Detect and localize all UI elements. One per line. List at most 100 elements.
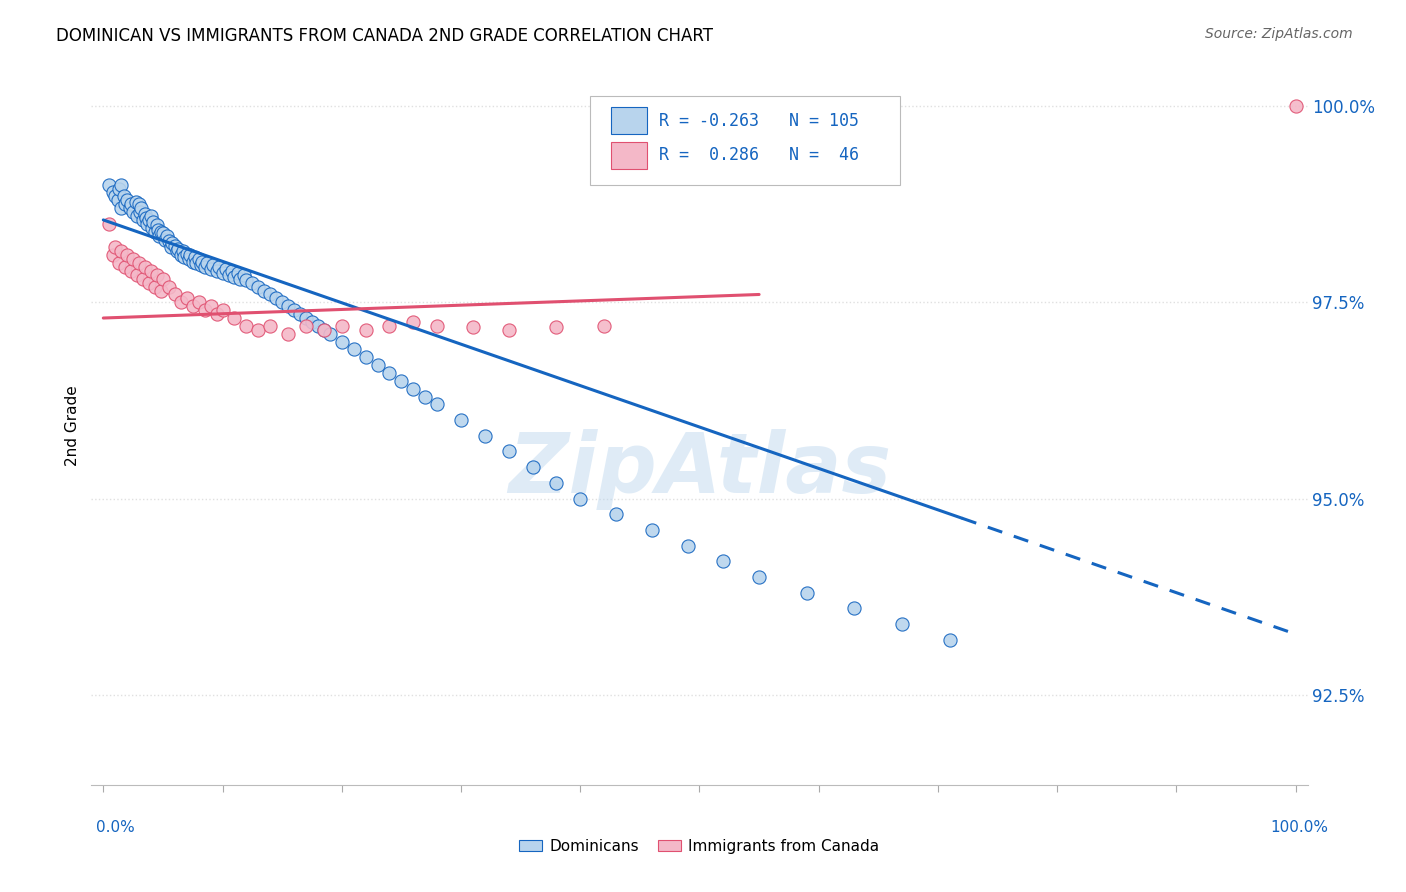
Point: [179, 248, 201, 262]
Point: [240, 276, 263, 290]
Point: [1285, 99, 1308, 113]
Point: [201, 258, 224, 272]
Point: [112, 189, 135, 203]
FancyBboxPatch shape: [591, 95, 900, 186]
Point: [110, 201, 132, 215]
Point: [170, 295, 193, 310]
Point: [114, 260, 136, 274]
Point: [522, 460, 544, 475]
Point: [138, 276, 160, 290]
Point: [277, 326, 299, 341]
Point: [128, 197, 150, 211]
Point: [343, 343, 366, 357]
Point: [143, 279, 166, 293]
Point: [176, 292, 198, 306]
Point: [120, 197, 142, 211]
Point: [149, 284, 172, 298]
Point: [378, 366, 401, 380]
Point: [163, 239, 186, 253]
Point: [136, 217, 159, 231]
Point: [224, 311, 246, 326]
Point: [125, 268, 148, 282]
Point: [155, 233, 177, 247]
Point: [711, 554, 734, 568]
Point: [330, 318, 353, 333]
Point: [367, 358, 389, 372]
Point: [235, 318, 257, 333]
Point: [118, 201, 141, 215]
Point: [247, 279, 270, 293]
Point: [108, 181, 131, 195]
Point: [181, 299, 204, 313]
Point: [115, 194, 138, 208]
Point: [173, 250, 195, 264]
Point: [259, 287, 281, 301]
Point: [184, 250, 207, 264]
Point: [187, 295, 209, 310]
Point: [98, 178, 121, 192]
Point: [211, 266, 233, 280]
Point: [146, 223, 169, 237]
Point: [235, 273, 257, 287]
Point: [205, 264, 228, 278]
Legend: Dominicans, Immigrants from Canada: Dominicans, Immigrants from Canada: [513, 832, 886, 860]
Point: [146, 268, 169, 282]
Point: [101, 248, 124, 262]
Point: [141, 220, 163, 235]
Point: [187, 252, 209, 267]
Point: [426, 397, 449, 411]
Point: [181, 254, 204, 268]
Point: [215, 262, 238, 277]
Text: Source: ZipAtlas.com: Source: ZipAtlas.com: [1205, 27, 1353, 41]
Point: [307, 318, 329, 333]
Text: R = -0.263   N = 105: R = -0.263 N = 105: [659, 112, 859, 129]
Point: [939, 632, 962, 647]
Point: [194, 303, 217, 318]
Point: [546, 320, 568, 334]
Point: [205, 307, 228, 321]
Point: [546, 475, 568, 490]
Point: [160, 240, 183, 254]
Point: [142, 215, 165, 229]
Text: 100.0%: 100.0%: [1271, 821, 1329, 835]
Point: [155, 228, 177, 243]
Point: [605, 507, 627, 521]
Point: [101, 186, 124, 200]
Point: [301, 315, 323, 329]
Point: [107, 194, 129, 208]
Text: ZipAtlas: ZipAtlas: [508, 428, 891, 509]
Point: [748, 570, 770, 584]
Point: [108, 256, 131, 270]
Point: [271, 295, 294, 310]
Point: [247, 323, 270, 337]
Point: [498, 444, 520, 458]
Point: [143, 225, 166, 239]
Point: [124, 194, 146, 209]
Point: [131, 272, 153, 286]
Point: [139, 209, 162, 223]
Point: [186, 256, 208, 270]
Point: [264, 292, 287, 306]
Point: [104, 189, 127, 203]
Point: [148, 228, 170, 243]
Point: [128, 256, 150, 270]
Point: [259, 318, 281, 333]
Point: [474, 428, 496, 442]
Point: [157, 234, 180, 248]
Point: [191, 254, 214, 268]
Point: [139, 264, 162, 278]
Point: [676, 539, 699, 553]
Point: [167, 242, 190, 256]
Point: [218, 268, 240, 282]
Point: [110, 178, 132, 192]
Point: [593, 318, 616, 333]
Point: [211, 303, 233, 318]
Point: [146, 219, 169, 233]
Point: [796, 585, 818, 599]
Point: [354, 323, 377, 337]
Point: [295, 311, 318, 326]
Point: [194, 260, 217, 274]
Point: [221, 264, 243, 278]
Point: [200, 261, 222, 276]
Point: [312, 323, 335, 337]
